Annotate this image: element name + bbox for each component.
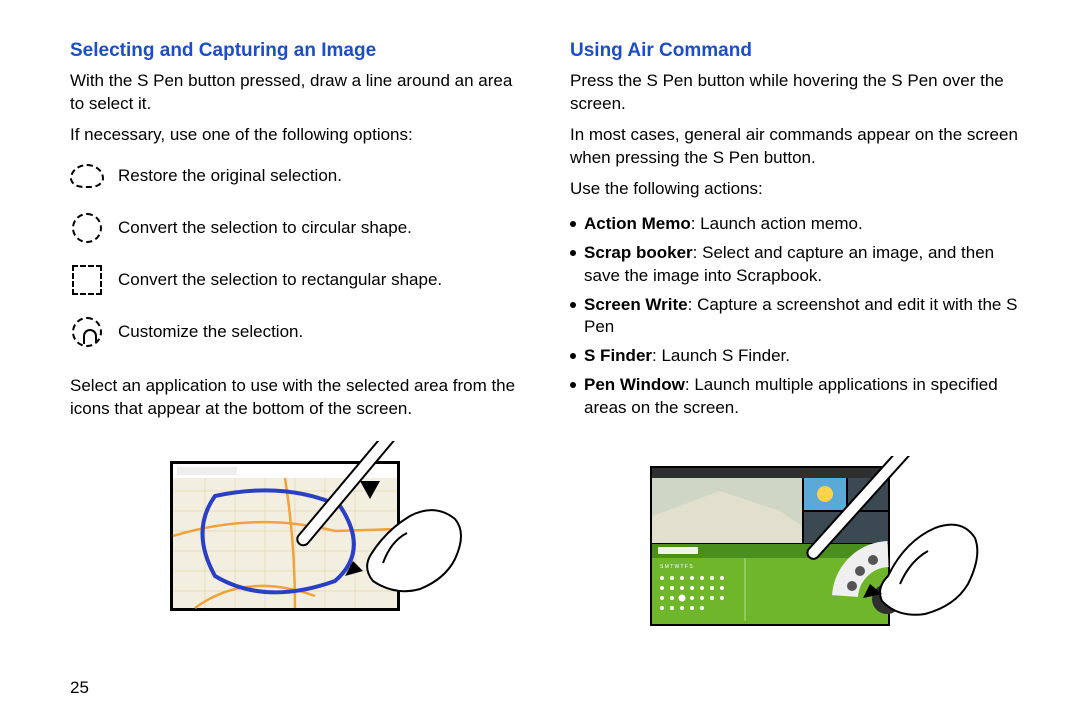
option-text: Customize the selection. bbox=[118, 315, 303, 343]
bullet-bold: Pen Window bbox=[584, 375, 685, 394]
left-para-2: If necessary, use one of the following o… bbox=[70, 124, 530, 147]
left-figure bbox=[70, 441, 530, 616]
bullet-bold: Screen Write bbox=[584, 295, 688, 314]
bullet-icon bbox=[570, 382, 576, 388]
left-column: Selecting and Capturing an Image With th… bbox=[70, 40, 530, 631]
bullet-icon bbox=[570, 353, 576, 359]
bullet-screen-write: Screen Write: Capture a screenshot and e… bbox=[570, 294, 1030, 340]
right-column: Using Air Command Press the S Pen button… bbox=[570, 40, 1030, 631]
svg-text:S M T W T F S: S M T W T F S bbox=[660, 564, 693, 570]
option-circle: Convert the selection to circular shape. bbox=[70, 211, 530, 245]
bullet-action-memo: Action Memo: Launch action memo. bbox=[570, 213, 1030, 236]
option-magnet: Customize the selection. bbox=[70, 315, 530, 349]
magnet-dashed-icon bbox=[70, 315, 104, 349]
map-pen-illustration bbox=[135, 441, 465, 616]
air-command-list: Action Memo: Launch action memo. Scrap b… bbox=[570, 213, 1030, 427]
left-para-3: Select an application to use with the se… bbox=[70, 375, 530, 421]
right-para-1: Press the S Pen button while hovering th… bbox=[570, 70, 1030, 116]
option-text: Convert the selection to rectangular sha… bbox=[118, 263, 442, 291]
square-dashed-icon bbox=[70, 263, 104, 297]
bullet-scrap-booker: Scrap booker: Select and capture an imag… bbox=[570, 242, 1030, 288]
option-restore: Restore the original selection. bbox=[70, 159, 530, 193]
bullet-bold: Action Memo bbox=[584, 214, 691, 233]
right-para-3: Use the following actions: bbox=[570, 178, 1030, 201]
bullet-bold: Scrap booker bbox=[584, 243, 693, 262]
bullet-icon bbox=[570, 221, 576, 227]
bullet-rest: : Launch action memo. bbox=[691, 214, 863, 233]
cloud-dashed-icon bbox=[70, 159, 104, 193]
right-figure: S M T W T F S bbox=[570, 456, 1030, 631]
option-text: Convert the selection to circular shape. bbox=[118, 211, 412, 239]
option-text: Restore the original selection. bbox=[118, 159, 342, 187]
page-number: 25 bbox=[70, 678, 89, 698]
right-section-title: Using Air Command bbox=[570, 40, 1030, 62]
bullet-rest: : Launch S Finder. bbox=[652, 346, 790, 365]
options-list: Restore the original selection. Convert … bbox=[70, 159, 530, 367]
right-para-2: In most cases, general air commands appe… bbox=[570, 124, 1030, 170]
bullet-bold: S Finder bbox=[584, 346, 652, 365]
bullet-s-finder: S Finder: Launch S Finder. bbox=[570, 345, 1030, 368]
option-rect: Convert the selection to rectangular sha… bbox=[70, 263, 530, 297]
left-para-1: With the S Pen button pressed, draw a li… bbox=[70, 70, 530, 116]
bullet-icon bbox=[570, 250, 576, 256]
bullet-pen-window: Pen Window: Launch multiple applications… bbox=[570, 374, 1030, 420]
air-command-illustration: S M T W T F S bbox=[620, 456, 980, 631]
circle-dashed-icon bbox=[70, 211, 104, 245]
bullet-icon bbox=[570, 302, 576, 308]
left-section-title: Selecting and Capturing an Image bbox=[70, 40, 530, 62]
